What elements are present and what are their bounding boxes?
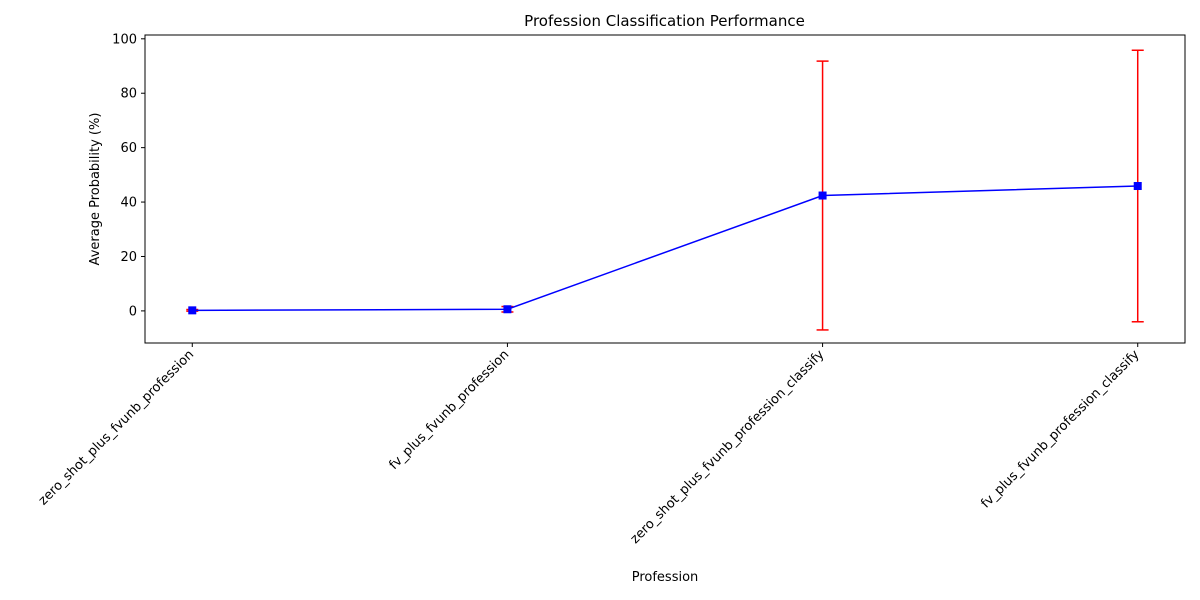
data-point [503, 305, 512, 314]
plot-area [186, 49, 1144, 331]
series-line [192, 185, 1138, 312]
data-point [1133, 182, 1142, 191]
y-tick-label: 80 [120, 87, 137, 102]
y-axis-label: Average Probability (%) [88, 113, 103, 266]
y-tick-label: 0 [129, 304, 137, 319]
y-tick-label: 60 [120, 141, 137, 156]
y-tick-label: 20 [120, 250, 137, 265]
y-tick-label: 100 [112, 32, 137, 47]
y-tick-label: 40 [120, 196, 137, 211]
data-point [188, 306, 197, 315]
x-axis-label: Profession [632, 570, 699, 585]
chart-title: Profession Classification Performance [524, 12, 805, 30]
data-point [818, 191, 827, 200]
plot-frame [144, 34, 1186, 344]
y-axis: 0 20 40 60 80 100 [112, 32, 145, 319]
